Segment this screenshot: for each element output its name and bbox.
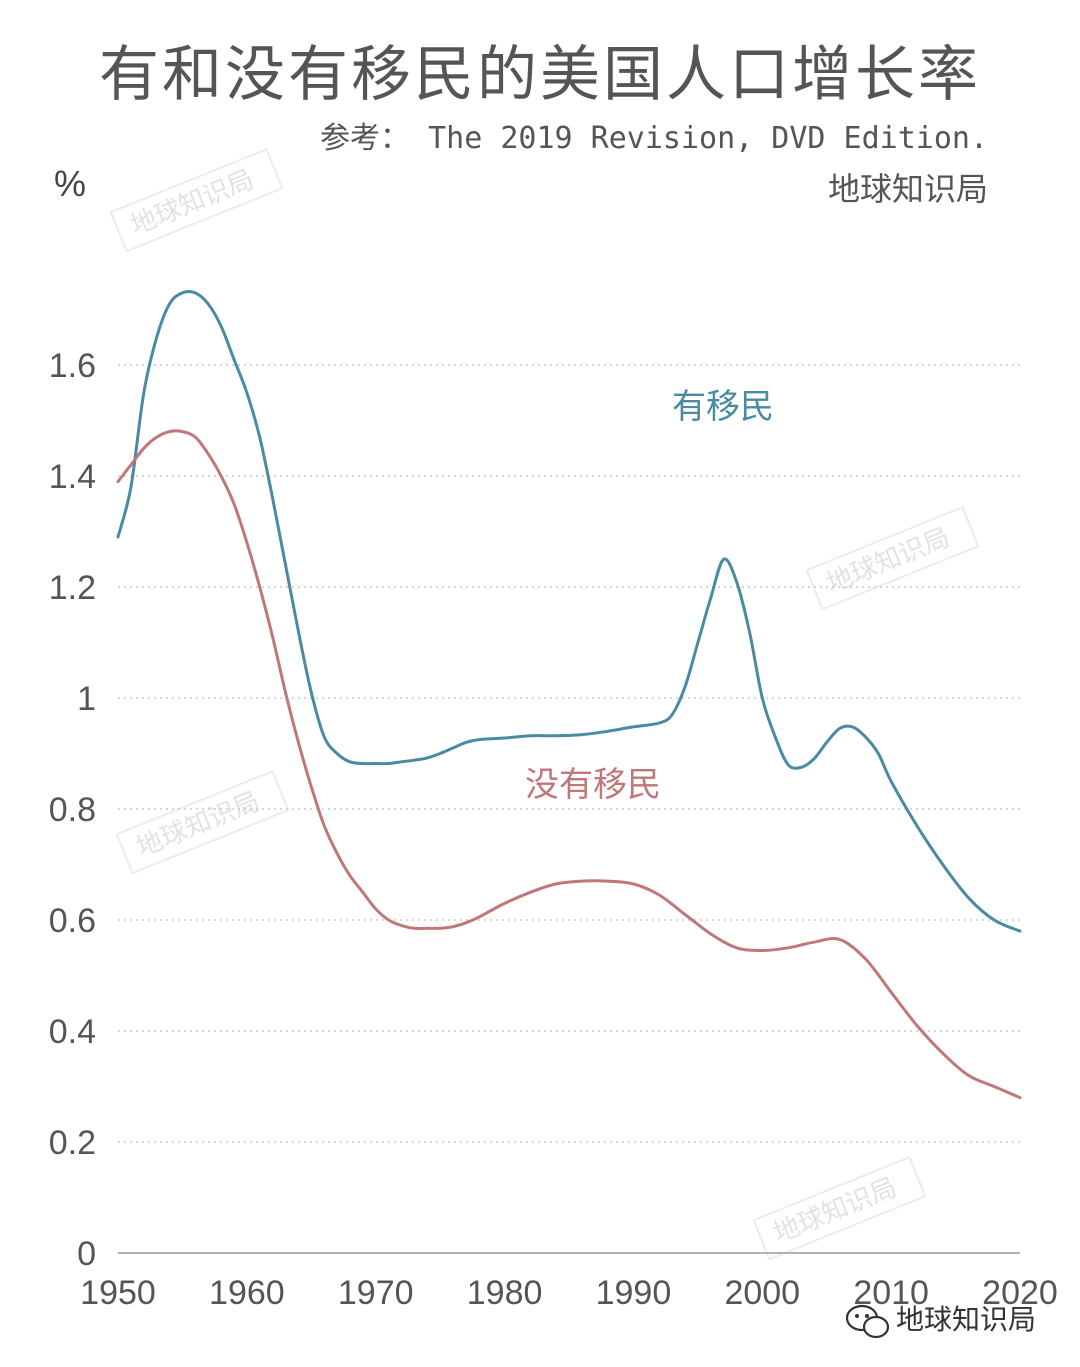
x-tick-label: 2000 <box>724 1274 800 1312</box>
watermark-text: 地球知识局 <box>769 1173 901 1250</box>
x-tick-label: 1950 <box>80 1274 156 1312</box>
series-layer <box>116 289 1022 1100</box>
y-tick-label: 0.8 <box>49 791 96 829</box>
y-tick-label: 1.2 <box>49 569 96 607</box>
y-tick-label: 1.4 <box>49 458 96 496</box>
series-line-with-immigration <box>116 289 1022 933</box>
x-tick-label: 1980 <box>467 1274 543 1312</box>
watermark: 地球知识局 <box>109 147 284 253</box>
footer-brand-label: 地球知识局 <box>896 1303 1036 1336</box>
x-tick-label: 1970 <box>338 1274 414 1312</box>
y-tick-label: 1 <box>77 680 96 718</box>
header-brand: 地球知识局 <box>828 170 988 208</box>
watermark-text: 地球知识局 <box>126 165 258 242</box>
series-label-without-immigration: 没有移民 <box>525 765 661 805</box>
watermark-text: 地球知识局 <box>132 787 264 864</box>
y-tick-label: 0.6 <box>49 902 96 940</box>
y-tick-label: 1.6 <box>49 347 96 385</box>
watermark-text: 地球知识局 <box>822 523 954 600</box>
x-tick-label: 1990 <box>596 1274 672 1312</box>
source-note: 参考： The 2019 Revision, DVD Edition. <box>320 121 988 156</box>
series-label-with-immigration: 有移民 <box>672 387 774 427</box>
watermark: 地球知识局 <box>115 769 290 875</box>
series-line-without-immigration <box>116 429 1022 1100</box>
y-axis-unit: % <box>54 163 86 204</box>
x-axis: 1950 1960 1970 1980 1990 2000 2010 2020 <box>80 1274 1058 1312</box>
y-tick-label: 0.4 <box>49 1013 96 1051</box>
y-tick-label: 0 <box>77 1235 96 1273</box>
y-axis: 0 0.2 0.4 0.6 0.8 1 1.2 1.4 1.6 <box>49 347 96 1273</box>
footer-brand: 地球知识局 <box>845 1303 1036 1339</box>
x-tick-label: 2020 <box>982 1274 1058 1312</box>
wechat-icon <box>845 1304 890 1339</box>
chart-title: 有和没有移民的美国人口增长率 <box>99 40 981 110</box>
y-tick-label: 0.2 <box>49 1124 96 1162</box>
x-tick-label: 1960 <box>209 1274 285 1312</box>
watermark: 地球知识局 <box>805 505 980 611</box>
watermark: 地球知识局 <box>752 1155 927 1261</box>
